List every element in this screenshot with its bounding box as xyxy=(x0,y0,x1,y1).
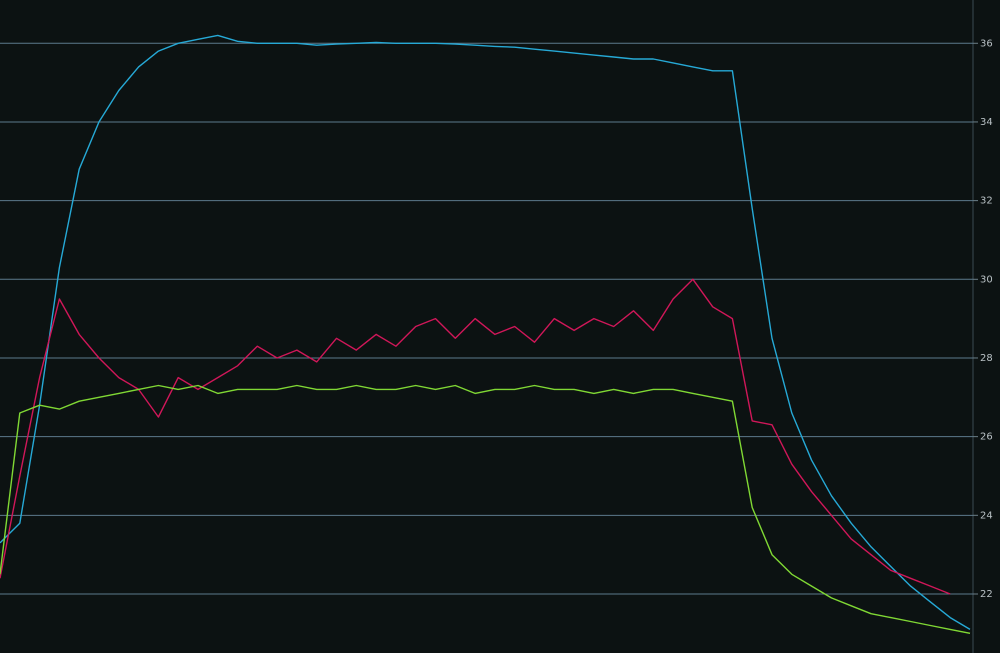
y-tick-label: 28 xyxy=(980,353,993,364)
y-tick-label: 32 xyxy=(980,196,993,207)
y-tick-label: 30 xyxy=(980,274,993,285)
y-tick-label: 22 xyxy=(980,589,993,600)
y-tick-label: 26 xyxy=(980,432,993,443)
y-tick-label: 34 xyxy=(980,117,993,128)
y-tick-label: 36 xyxy=(980,38,993,49)
data-line xyxy=(0,384,971,634)
y-tick-label: 24 xyxy=(980,510,993,521)
data-line xyxy=(0,34,971,631)
data-line xyxy=(0,278,951,595)
